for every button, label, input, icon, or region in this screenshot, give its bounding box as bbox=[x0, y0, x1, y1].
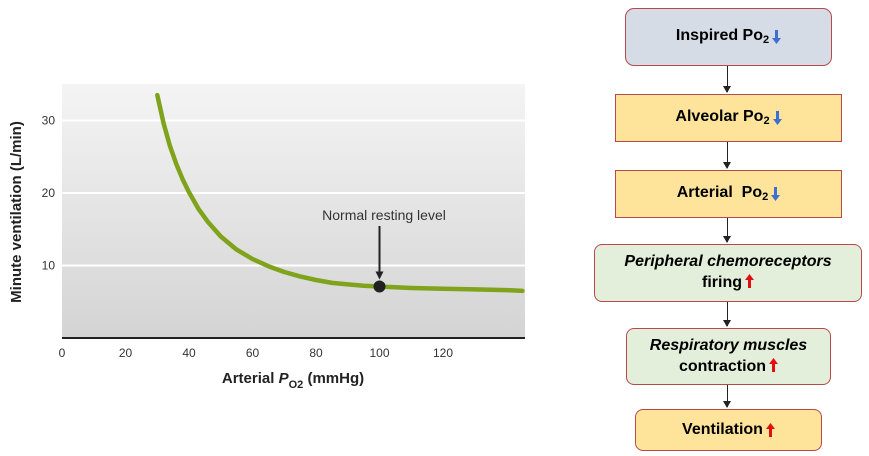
ventilation-curve bbox=[155, 92, 525, 294]
normal-resting-point bbox=[373, 280, 386, 293]
ventilation-chart: 0 20 40 60 80 100 120 10 20 30 Normal resting le… bbox=[8, 84, 525, 391]
alveolar-label: Alveolar Po bbox=[675, 108, 764, 126]
up-arrow-icon bbox=[765, 423, 775, 437]
inspired-label: Inspired Po bbox=[675, 27, 763, 45]
arterial-subscript: 2 bbox=[762, 191, 769, 204]
annotation-arrow-head bbox=[375, 271, 384, 280]
flow-arrow-4 bbox=[723, 302, 731, 327]
y-tick-label: 10 bbox=[42, 259, 56, 273]
flow-arrow-1 bbox=[723, 66, 731, 93]
respiratory-muscles-box: Respiratory muscles contraction bbox=[626, 328, 831, 385]
y-axis-label: Minute ventilation (L/min) bbox=[8, 121, 25, 303]
ventilation-box: Ventilation bbox=[635, 409, 822, 451]
down-arrow-icon bbox=[772, 30, 782, 44]
ventilation-label: Ventilation bbox=[682, 420, 763, 438]
inspired-subscript: 2 bbox=[763, 34, 770, 47]
y-tick-label: 30 bbox=[42, 114, 56, 128]
x-tick-label: 60 bbox=[246, 346, 260, 360]
muscles-line1: Respiratory muscles bbox=[649, 336, 808, 354]
alveolar-po2-box: Alveolar Po2 bbox=[615, 94, 842, 142]
x-tick-label: 80 bbox=[309, 346, 323, 360]
y-tick-label: 20 bbox=[42, 186, 56, 200]
arterial-label: Arterial Po bbox=[676, 184, 763, 202]
x-tick-label: 20 bbox=[119, 346, 133, 360]
flow-arrow-2 bbox=[723, 142, 731, 169]
inspired-po2-box: Inspired Po2 bbox=[625, 8, 832, 66]
up-arrow-icon bbox=[745, 274, 754, 288]
down-arrow-icon bbox=[772, 111, 782, 125]
alveolar-subscript: 2 bbox=[763, 115, 770, 128]
x-tick-label: 100 bbox=[369, 346, 389, 360]
chemo-line1: Peripheral chemoreceptors bbox=[624, 253, 832, 271]
annotation-label: Normal resting level bbox=[322, 207, 446, 223]
muscles-line2: contraction bbox=[678, 357, 767, 375]
flow-arrow-5 bbox=[723, 385, 731, 408]
flow-arrow-3 bbox=[723, 218, 731, 243]
up-arrow-icon bbox=[769, 357, 779, 372]
x-tick-label: 0 bbox=[59, 346, 66, 360]
arterial-po2-box: Arterial Po2 bbox=[615, 170, 842, 218]
plot-background bbox=[62, 84, 525, 338]
down-arrow-icon bbox=[771, 187, 781, 201]
x-tick-label: 40 bbox=[182, 346, 196, 360]
x-tick-label: 120 bbox=[433, 346, 453, 360]
chemoreceptors-box: Peripheral chemoreceptors firing bbox=[594, 244, 862, 302]
chemo-line2: firing bbox=[702, 274, 742, 291]
x-axis-label: Arterial PO2 (mmHg) bbox=[222, 370, 364, 391]
